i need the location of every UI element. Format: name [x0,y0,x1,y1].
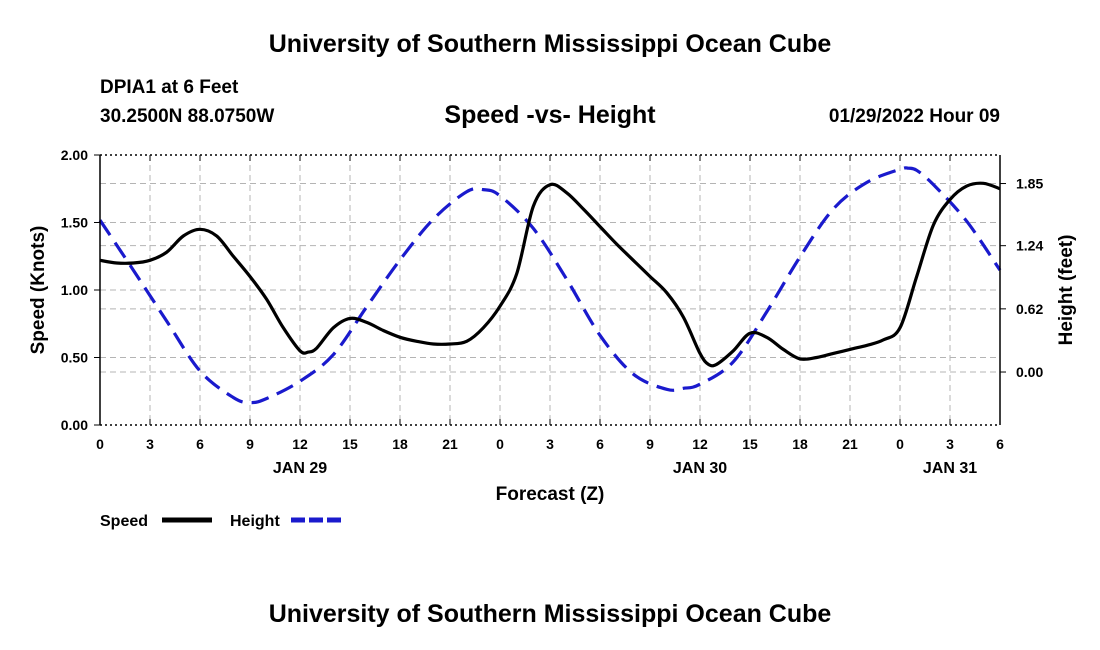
legend-height-label: Height [230,513,280,530]
series-group [98,166,1002,405]
y-left-tick-label: 0.50 [61,350,88,366]
y-left-tick-label: 0.00 [61,417,88,433]
x-tick-label: 6 [996,436,1004,452]
speed-height-chart: 0 3 6 9 12 15 18 21 0 3 6 9 12 15 18 21 0 3 6 JAN 29 JAN 30 J… [28,147,1077,530]
x-tick-label: 6 [596,436,604,452]
station-coordinates: 30.2500N 88.0750W [100,106,275,127]
x-tick-label: 12 [692,436,708,452]
x-tick-label: 6 [196,436,204,452]
y-right-tick-label: 0.62 [1016,301,1043,317]
y-right-tick-label: 1.85 [1016,176,1043,192]
series-height-line [98,166,1002,405]
x-tick-label: 3 [146,436,154,452]
x-tick-label: 3 [546,436,554,452]
y-axis-right: 0.00 0.62 1.24 1.85 [1000,176,1043,380]
grid [100,155,1000,425]
x-tick-label: 21 [842,436,858,452]
x-tick-label: 0 [96,436,104,452]
x-tick-label: 9 [246,436,254,452]
y-left-tick-label: 1.00 [61,282,88,298]
x-date-label: JAN 31 [923,460,977,477]
x-date-label: JAN 30 [673,460,727,477]
y-axis-right-label: Height (feet) [1056,235,1077,346]
x-tick-label: 0 [896,436,904,452]
x-tick-label: 12 [292,436,308,452]
main-title: University of Southern Mississippi Ocean… [268,30,832,58]
chart-title: Speed -vs- Height [444,101,656,129]
legend: Speed Height [100,513,341,530]
x-tick-label: 3 [946,436,954,452]
footer-title: University of Southern Mississippi Ocean… [268,600,832,628]
x-tick-label: 15 [342,436,358,452]
x-tick-label: 21 [442,436,458,452]
x-tick-label: 18 [792,436,808,452]
x-tick-label: 0 [496,436,504,452]
station-name: DPIA1 at 6 Feet [100,77,239,98]
forecast-timestamp: 01/29/2022 Hour 09 [828,106,1000,127]
x-tick-label: 9 [646,436,654,452]
x-axis: 0 3 6 9 12 15 18 21 0 3 6 9 12 15 18 21 0 3 6 JAN 29 JAN 30 J… [96,155,1004,477]
series-speed-line [99,181,1001,368]
y-axis-left-label: Speed (Knots) [28,226,49,355]
y-left-tick-label: 1.50 [61,215,88,231]
x-date-label: JAN 29 [273,460,327,477]
x-tick-label: 15 [742,436,758,452]
x-tick-label: 18 [392,436,408,452]
y-axis-left: 0.00 0.50 1.00 1.50 2.00 [61,147,100,433]
legend-speed-label: Speed [100,513,148,530]
y-right-tick-label: 1.24 [1016,238,1043,254]
y-right-tick-label: 0.00 [1016,364,1043,380]
x-axis-label: Forecast (Z) [496,484,605,505]
y-left-tick-label: 2.00 [61,147,88,163]
